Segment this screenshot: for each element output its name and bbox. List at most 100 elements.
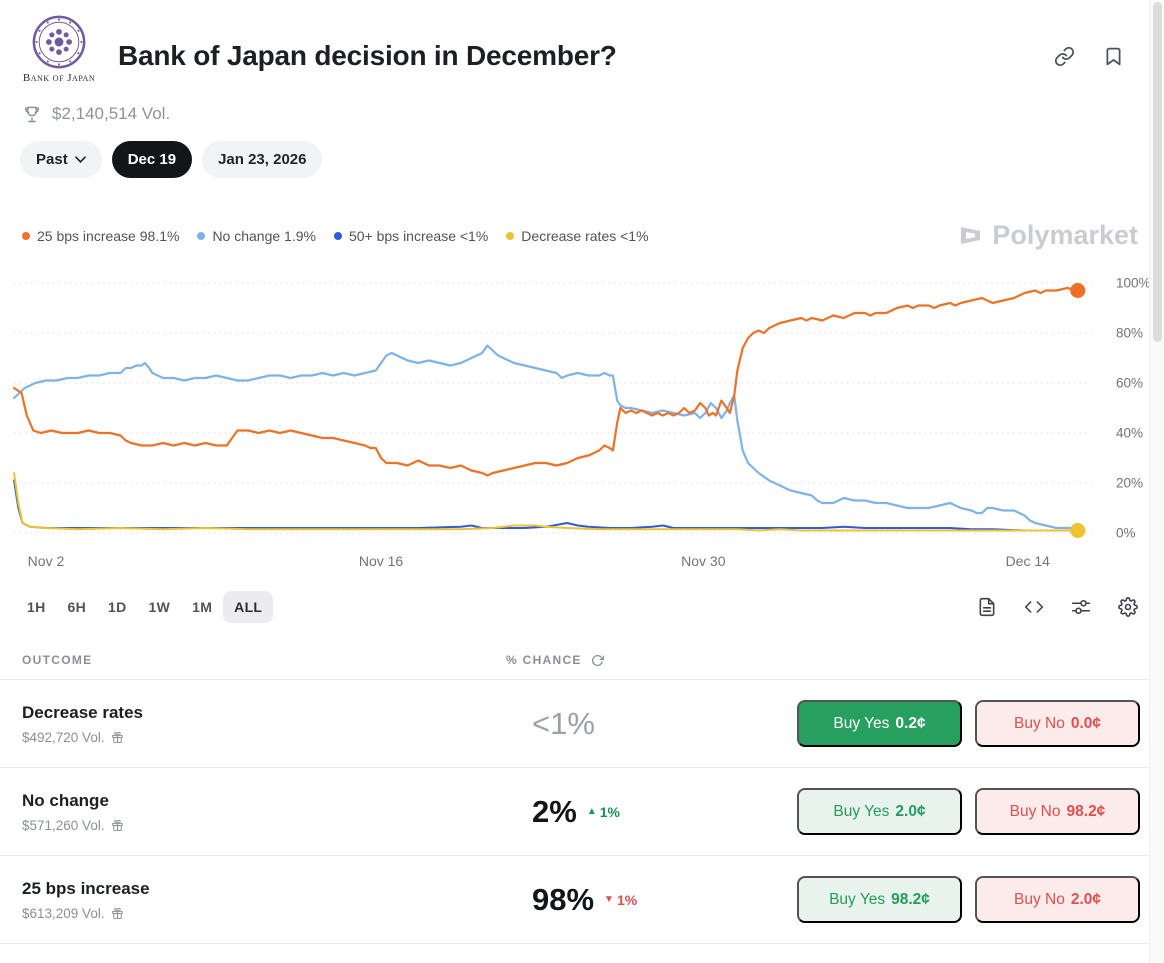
chart-canvas[interactable]	[6, 275, 1106, 545]
x-axis-tick: Nov 16	[358, 553, 404, 569]
legend-label: No change 1.9%	[212, 227, 316, 244]
buy-no-price: 2.0¢	[1070, 890, 1101, 908]
timeframe-1w[interactable]: 1W	[148, 599, 171, 615]
gear-icon[interactable]	[1118, 597, 1138, 617]
outcome-column-header: OUTCOME	[22, 653, 93, 667]
legend-label: Decrease rates <1%	[521, 227, 649, 244]
timeframe-1d[interactable]: 1D	[108, 599, 127, 615]
buy-no-price: 0.0¢	[1070, 714, 1101, 732]
buy-no-price: 98.2¢	[1066, 802, 1106, 820]
y-axis-tick: 20%	[1116, 475, 1144, 491]
y-axis-tick: 100%	[1116, 275, 1151, 291]
buy-yes-price: 0.2¢	[895, 714, 926, 732]
polymarket-logo-icon	[961, 227, 981, 244]
page-title: Bank of Japan decision in December?	[118, 40, 617, 71]
link-icon[interactable]	[1054, 46, 1075, 67]
y-axis-tick: 80%	[1116, 325, 1144, 341]
outcome-volume: $492,720 Vol.	[22, 729, 105, 745]
change-arrow-icon: ▼	[604, 894, 614, 905]
price-chart: 0% 20% 40% 60% 80% 100% Nov 2 Nov 16 Nov 30 Dec …	[0, 275, 1164, 575]
document-icon[interactable]	[977, 597, 997, 617]
x-axis-tick: Nov 30	[681, 553, 726, 569]
legend-dot-icon	[197, 231, 206, 240]
watermark-text: Polymarket	[992, 220, 1138, 250]
page-scrollbar	[1149, 0, 1164, 963]
chance-value: 2%	[532, 793, 577, 829]
date-pill-jan-23-2026[interactable]: Jan 23, 2026	[202, 141, 323, 178]
date-pills: Past Dec 19 Jan 23, 2026	[0, 124, 1164, 178]
legend-row: 25 bps increase 98.1% No change 1.9% 50+…	[0, 178, 1164, 251]
buy-no-button[interactable]: Buy No 98.2¢	[975, 788, 1140, 835]
y-axis-labels: 0% 20% 40% 60% 80% 100%	[1106, 275, 1164, 545]
legend-item-25bps[interactable]: 25 bps increase 98.1%	[22, 228, 179, 244]
volume-row: $2,140,514 Vol.	[0, 84, 1164, 124]
buy-yes-label: Buy Yes	[829, 890, 886, 908]
legend-dot-icon	[506, 231, 515, 240]
change-arrow-icon: ▲	[586, 806, 597, 817]
chance-column-header: % CHANCE	[506, 653, 582, 667]
legend-item-no-change[interactable]: No change 1.9%	[197, 228, 316, 244]
gift-icon[interactable]	[111, 907, 124, 920]
past-dropdown[interactable]: Past	[20, 141, 102, 178]
chart-legend: 25 bps increase 98.1% No change 1.9% 50+…	[22, 228, 649, 244]
buy-no-button[interactable]: Buy No 2.0¢	[975, 876, 1140, 923]
outcome-volume: $613,209 Vol.	[22, 905, 105, 921]
outcome-volume: $571,260 Vol.	[22, 817, 105, 833]
buy-no-label: Buy No	[1009, 802, 1061, 820]
buy-no-label: Buy No	[1013, 714, 1065, 732]
x-axis-labels: Nov 2 Nov 16 Nov 30 Dec 14	[6, 553, 1106, 575]
timeframe-all[interactable]: ALL	[223, 591, 274, 623]
legend-item-decrease[interactable]: Decrease rates <1%	[506, 227, 649, 244]
past-dropdown-label: Past	[36, 151, 68, 168]
buy-yes-button[interactable]: Buy Yes 98.2¢	[797, 876, 962, 923]
legend-dot-icon	[22, 231, 30, 240]
buy-yes-label: Buy Yes	[833, 714, 890, 732]
refresh-icon[interactable]	[591, 654, 604, 667]
outcome-name: No change	[22, 790, 109, 810]
x-axis-tick: Dec 14	[1005, 553, 1050, 569]
y-axis-tick: 0%	[1116, 525, 1136, 541]
gift-icon[interactable]	[111, 731, 124, 744]
buy-yes-button[interactable]: Buy Yes 2.0¢	[797, 788, 962, 835]
x-axis-tick: Nov 2	[27, 553, 65, 569]
change-text: 1%	[599, 803, 620, 820]
outcome-table-header: OUTCOME % CHANCE	[0, 623, 1164, 680]
chance-change: ▲ 1%	[587, 804, 620, 820]
table-row-no-change: No change $571,260 Vol. 2% ▲ 1% Buy Yes …	[0, 768, 1164, 856]
gift-icon[interactable]	[111, 819, 124, 832]
sliders-icon[interactable]	[1071, 597, 1091, 617]
logo-caption: Bank of Japan	[22, 72, 96, 84]
table-row-decrease-rates: Decrease rates $492,720 Vol. <1% Buy Yes…	[0, 680, 1164, 768]
legend-label: 25 bps increase 98.1%	[37, 227, 180, 244]
bank-of-japan-emblem-icon	[32, 15, 86, 69]
timeframe-6h[interactable]: 6H	[67, 599, 86, 615]
chance-value: 98%	[532, 881, 595, 917]
chevron-down-icon	[74, 156, 86, 163]
embed-code-icon[interactable]	[1024, 597, 1044, 617]
scrollbar-thumb[interactable]	[1153, 2, 1162, 342]
outcome-name: 25 bps increase	[22, 878, 150, 898]
timeframe-1h[interactable]: 1H	[27, 599, 46, 615]
market-header: Bank of Japan Bank of Japan decision in …	[0, 0, 1164, 84]
buy-yes-price: 98.2¢	[891, 890, 930, 908]
outcome-name: Decrease rates	[22, 702, 143, 722]
buy-no-label: Buy No	[1013, 890, 1065, 908]
date-pill-dec-19[interactable]: Dec 19	[111, 141, 193, 178]
bookmark-icon[interactable]	[1103, 46, 1124, 67]
buy-yes-price: 2.0¢	[895, 802, 926, 820]
buy-yes-label: Buy Yes	[833, 802, 890, 820]
timeframe-row: 1H 6H 1D 1W 1M ALL	[0, 575, 1164, 623]
y-axis-tick: 40%	[1116, 425, 1144, 441]
buy-yes-button[interactable]: Buy Yes 0.2¢	[797, 700, 962, 747]
timeframe-1m[interactable]: 1M	[192, 599, 213, 615]
market-logo: Bank of Japan	[20, 14, 98, 84]
polymarket-watermark: Polymarket	[957, 220, 1138, 251]
buy-no-button[interactable]: Buy No 0.0¢	[975, 700, 1140, 747]
y-axis-tick: 60%	[1116, 375, 1144, 391]
change-text: 1%	[616, 891, 638, 908]
chance-value: <1%	[532, 705, 595, 741]
date-pill-label: Dec 19	[127, 151, 177, 168]
legend-item-50bps[interactable]: 50+ bps increase <1%	[333, 228, 488, 244]
legend-dot-icon	[333, 231, 342, 240]
trophy-icon	[25, 106, 39, 123]
